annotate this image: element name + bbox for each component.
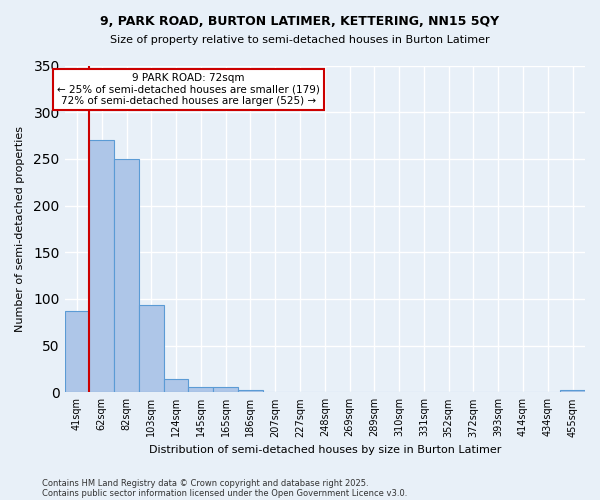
Bar: [213, 386, 238, 392]
Text: Contains HM Land Registry data © Crown copyright and database right 2025.: Contains HM Land Registry data © Crown c…: [42, 478, 368, 488]
Bar: [238, 390, 263, 392]
Text: 9 PARK ROAD: 72sqm
← 25% of semi-detached houses are smaller (179)
72% of semi-d: 9 PARK ROAD: 72sqm ← 25% of semi-detache…: [57, 73, 320, 106]
Bar: [560, 390, 585, 392]
Bar: [164, 379, 188, 392]
Bar: [89, 140, 114, 392]
X-axis label: Distribution of semi-detached houses by size in Burton Latimer: Distribution of semi-detached houses by …: [149, 445, 501, 455]
Text: Contains public sector information licensed under the Open Government Licence v3: Contains public sector information licen…: [42, 488, 407, 498]
Bar: [188, 386, 213, 392]
Bar: [139, 306, 164, 392]
Bar: [114, 159, 139, 392]
Text: 9, PARK ROAD, BURTON LATIMER, KETTERING, NN15 5QY: 9, PARK ROAD, BURTON LATIMER, KETTERING,…: [100, 15, 500, 28]
Y-axis label: Number of semi-detached properties: Number of semi-detached properties: [15, 126, 25, 332]
Text: Size of property relative to semi-detached houses in Burton Latimer: Size of property relative to semi-detach…: [110, 35, 490, 45]
Bar: [65, 311, 89, 392]
